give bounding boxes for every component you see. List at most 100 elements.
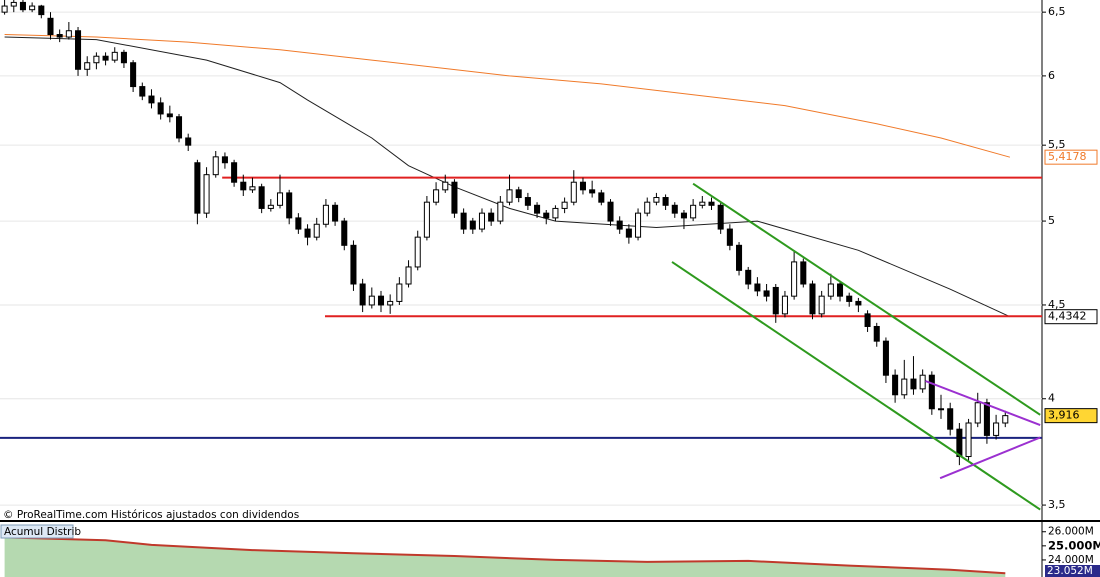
candle-body bbox=[10, 1, 17, 7]
trendline bbox=[939, 436, 1041, 480]
candle-body bbox=[414, 236, 421, 268]
candle-body bbox=[726, 228, 733, 246]
y-tick-label: 6 bbox=[1048, 69, 1055, 82]
candle-body bbox=[65, 30, 72, 38]
candle-body bbox=[882, 340, 889, 376]
candle-body bbox=[910, 378, 917, 390]
candle-body bbox=[800, 261, 807, 285]
indicator-tick-label: 24.000M bbox=[1048, 554, 1094, 566]
candle-body bbox=[332, 204, 339, 222]
candle-body bbox=[919, 374, 926, 390]
y-tick-label: 4,5 bbox=[1048, 298, 1066, 311]
candle-body bbox=[341, 220, 348, 246]
candle-body bbox=[855, 300, 862, 306]
indicator-title: Acumul Distrib bbox=[4, 526, 81, 538]
candle-body bbox=[231, 162, 238, 183]
candle-body bbox=[139, 86, 146, 97]
candle-body bbox=[543, 212, 550, 219]
candle-body bbox=[708, 201, 715, 206]
trendline bbox=[925, 380, 1041, 427]
candle-body bbox=[690, 204, 697, 219]
candle-body bbox=[561, 201, 568, 209]
y-tick-label: 6,5 bbox=[1048, 5, 1066, 18]
candle-body bbox=[405, 266, 412, 285]
candle-body bbox=[827, 283, 834, 297]
candle-body bbox=[423, 201, 430, 238]
price-label: 5,4178 bbox=[1048, 150, 1087, 163]
candle-body bbox=[249, 186, 256, 191]
candle-body bbox=[653, 197, 660, 203]
candle-body bbox=[148, 95, 155, 104]
candle-body bbox=[111, 51, 118, 61]
candle-body bbox=[791, 261, 798, 297]
candle-body bbox=[322, 204, 329, 225]
candle-body bbox=[359, 283, 366, 306]
candle-body bbox=[892, 374, 899, 396]
y-tick-label: 4 bbox=[1048, 392, 1055, 405]
candle-body bbox=[552, 207, 559, 219]
candle-body bbox=[84, 62, 91, 70]
candle-body bbox=[846, 295, 853, 302]
candle-body bbox=[579, 181, 586, 191]
candle-body bbox=[1002, 415, 1009, 424]
candle-body bbox=[1, 5, 8, 13]
candle-body bbox=[175, 116, 183, 139]
candle-body bbox=[304, 228, 311, 238]
candle-body bbox=[873, 325, 880, 342]
candle-body bbox=[93, 55, 100, 64]
indicator-current-box bbox=[1045, 565, 1100, 577]
candle-body bbox=[47, 17, 54, 36]
candle-body bbox=[736, 244, 743, 271]
candle-body bbox=[102, 55, 109, 61]
candle-body bbox=[965, 422, 972, 458]
candle-body bbox=[837, 283, 844, 297]
candle-body bbox=[451, 181, 458, 214]
candle-body bbox=[717, 204, 724, 230]
candle-body bbox=[442, 181, 449, 191]
candle-body bbox=[699, 201, 706, 206]
price-label: 3,916 bbox=[1048, 409, 1080, 422]
price-label-box bbox=[1044, 149, 1098, 165]
candle-body bbox=[276, 192, 284, 206]
candle-body bbox=[635, 212, 642, 238]
candle-body bbox=[515, 189, 522, 199]
candle-body bbox=[29, 5, 36, 11]
candle-body bbox=[607, 201, 614, 222]
candle-body bbox=[350, 244, 357, 285]
candle-body bbox=[286, 192, 293, 219]
candle-body bbox=[662, 197, 669, 206]
candle-body bbox=[947, 408, 954, 430]
y-tick-label: 5 bbox=[1048, 214, 1055, 227]
candle-body bbox=[258, 186, 265, 209]
candle-body bbox=[75, 30, 82, 70]
candle-body bbox=[598, 192, 605, 203]
indicator-tick-label: 26.000M bbox=[1048, 526, 1094, 538]
candle-body bbox=[754, 283, 761, 292]
indicator-line bbox=[4, 536, 1006, 575]
trendline bbox=[692, 182, 1041, 416]
indicator-area bbox=[4, 537, 1006, 577]
y-tick-label: 5,5 bbox=[1048, 138, 1066, 151]
indicator-current-label: 23.052M bbox=[1047, 565, 1093, 577]
candle-body bbox=[763, 290, 770, 297]
moving-average bbox=[4, 34, 1011, 158]
candle-body bbox=[993, 422, 1000, 436]
candle-body bbox=[901, 378, 908, 396]
price-label: 4,4342 bbox=[1048, 310, 1087, 323]
indicator-tick-label: 25.000M bbox=[1048, 538, 1100, 552]
candle-body bbox=[212, 156, 219, 176]
candle-body bbox=[589, 189, 596, 194]
candle-body bbox=[478, 212, 486, 230]
candle-body bbox=[295, 217, 302, 230]
candle-body bbox=[644, 201, 651, 214]
candle-body bbox=[267, 204, 274, 209]
candle-body bbox=[185, 137, 192, 146]
candle-body bbox=[772, 286, 779, 315]
price-label-box bbox=[1044, 309, 1098, 325]
candle-body bbox=[166, 113, 173, 118]
candle-body bbox=[488, 212, 495, 222]
candle-body bbox=[221, 156, 228, 164]
candle-body bbox=[19, 1, 26, 11]
candle-body bbox=[120, 51, 127, 64]
